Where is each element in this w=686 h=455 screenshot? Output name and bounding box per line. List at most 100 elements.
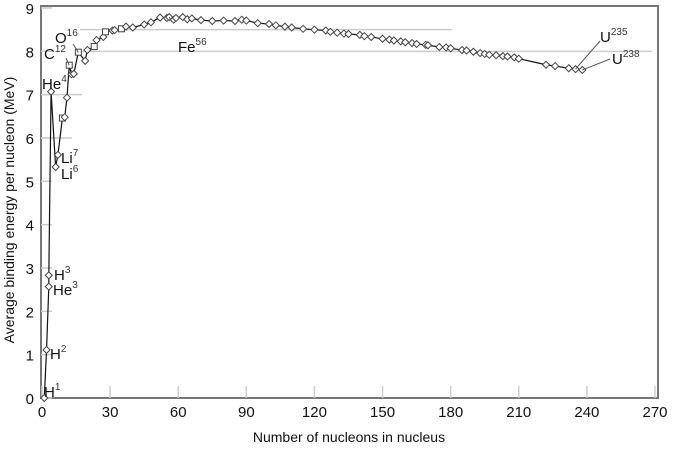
data-point	[378, 34, 387, 43]
data-point	[46, 87, 56, 96]
annotation-label: He4	[42, 74, 67, 93]
annotation-label: H2	[50, 344, 67, 363]
data-point	[366, 32, 376, 42]
data-point	[326, 27, 335, 37]
data-point	[310, 25, 319, 34]
data-point	[389, 36, 399, 45]
data-point	[287, 23, 296, 32]
data-point	[485, 50, 494, 60]
x-tick-label: 120	[302, 404, 327, 421]
gridlines	[41, 28, 652, 139]
data-point	[564, 64, 573, 73]
data-point	[53, 150, 63, 160]
data-point	[332, 28, 342, 37]
data-point	[491, 51, 501, 60]
data-point	[412, 39, 421, 49]
data-point	[128, 23, 138, 32]
data-point	[44, 271, 54, 280]
y-tick-label: 4	[26, 218, 34, 235]
data-point	[264, 19, 274, 29]
y-tick-label: 6	[26, 131, 34, 148]
data-point	[360, 31, 369, 41]
annotation-leader	[72, 43, 79, 53]
data-point	[435, 42, 444, 52]
annotation-leader	[65, 57, 70, 66]
annotation-label: H1	[44, 382, 61, 401]
data-point	[280, 22, 290, 31]
y-tick-label: 5	[26, 174, 34, 191]
data-point	[90, 43, 98, 51]
data-point	[242, 16, 251, 25]
data-point	[503, 52, 512, 61]
data-point	[253, 18, 262, 28]
annotation-leader	[575, 40, 601, 70]
annotation-label: U238	[612, 49, 640, 68]
data-point	[92, 35, 101, 45]
data-point	[146, 18, 156, 27]
y-tick-label: 1	[26, 348, 34, 365]
annotation-label: He3	[53, 280, 78, 299]
x-tick-label: 210	[506, 404, 531, 421]
data-point	[110, 25, 119, 35]
annotation-label: C12	[44, 44, 66, 63]
data-point	[69, 69, 78, 79]
series-line	[43, 16, 583, 399]
y-tick-label: 0	[26, 391, 34, 408]
data-point	[208, 16, 217, 26]
data-point	[550, 61, 560, 71]
annotation-label: O16	[55, 28, 78, 47]
data-point	[298, 24, 308, 34]
data-point	[514, 54, 523, 63]
data-point	[102, 28, 110, 36]
x-tick-label: 90	[238, 404, 255, 421]
x-tick-label: 0	[38, 404, 46, 421]
data-point	[60, 112, 69, 122]
x-tick-label: 150	[370, 404, 395, 421]
x-tick-label: 30	[102, 404, 119, 421]
data-point	[44, 282, 54, 291]
data-point	[401, 38, 410, 47]
data-series	[40, 12, 587, 403]
annotation-label: U235	[600, 27, 628, 46]
data-point	[230, 16, 240, 26]
data-point	[446, 44, 455, 53]
annotation-leader	[168, 16, 173, 23]
x-tick-label: 180	[438, 404, 463, 421]
plot-frame	[40, 5, 659, 399]
data-point	[219, 16, 228, 25]
data-point	[469, 47, 478, 56]
annotation-label: Li7	[61, 148, 79, 167]
data-point	[541, 60, 551, 69]
y-tick-label: 9	[26, 1, 34, 18]
data-point	[271, 21, 281, 30]
y-axis-title: Average binding energy per nucleon (MeV)	[1, 77, 17, 344]
annotation-label: Li6	[61, 164, 79, 183]
annotation-leader	[582, 58, 611, 71]
data-point	[121, 22, 131, 31]
data-point	[51, 162, 60, 172]
data-point	[62, 93, 72, 102]
data-point	[155, 13, 165, 22]
data-point	[462, 46, 471, 55]
x-axis-ticks: 0 30 60 90 120 150 180 210 240 270	[38, 386, 668, 421]
data-point	[187, 14, 197, 23]
data-point	[83, 45, 92, 55]
x-tick-label: 60	[170, 404, 187, 421]
data-point	[196, 15, 206, 25]
y-tick-label: 3	[26, 261, 34, 278]
data-point	[344, 29, 353, 39]
annotation-label: H3	[54, 265, 71, 284]
x-axis-title: Number of nucleons in nucleus	[253, 429, 445, 445]
y-tick-label: 8	[26, 44, 34, 61]
data-point	[40, 393, 49, 403]
data-point	[423, 41, 433, 50]
x-tick-label: 240	[574, 404, 599, 421]
data-point	[171, 13, 181, 23]
data-point	[42, 345, 51, 355]
y-tick-label: 7	[26, 88, 34, 105]
y-tick-label: 2	[26, 304, 34, 321]
data-point	[80, 56, 90, 66]
annotation-label: Fe56	[178, 37, 207, 56]
